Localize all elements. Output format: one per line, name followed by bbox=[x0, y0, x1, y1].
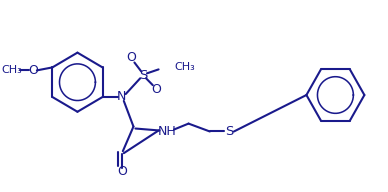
Text: O: O bbox=[152, 83, 161, 96]
Text: O: O bbox=[117, 165, 127, 178]
Text: CH₃: CH₃ bbox=[2, 65, 22, 75]
Text: O: O bbox=[28, 64, 38, 77]
Text: O: O bbox=[126, 51, 137, 64]
Text: S: S bbox=[225, 125, 233, 138]
Text: N: N bbox=[117, 90, 126, 103]
Text: NH: NH bbox=[158, 125, 177, 138]
Text: S: S bbox=[139, 69, 147, 82]
Text: CH₃: CH₃ bbox=[174, 62, 195, 72]
